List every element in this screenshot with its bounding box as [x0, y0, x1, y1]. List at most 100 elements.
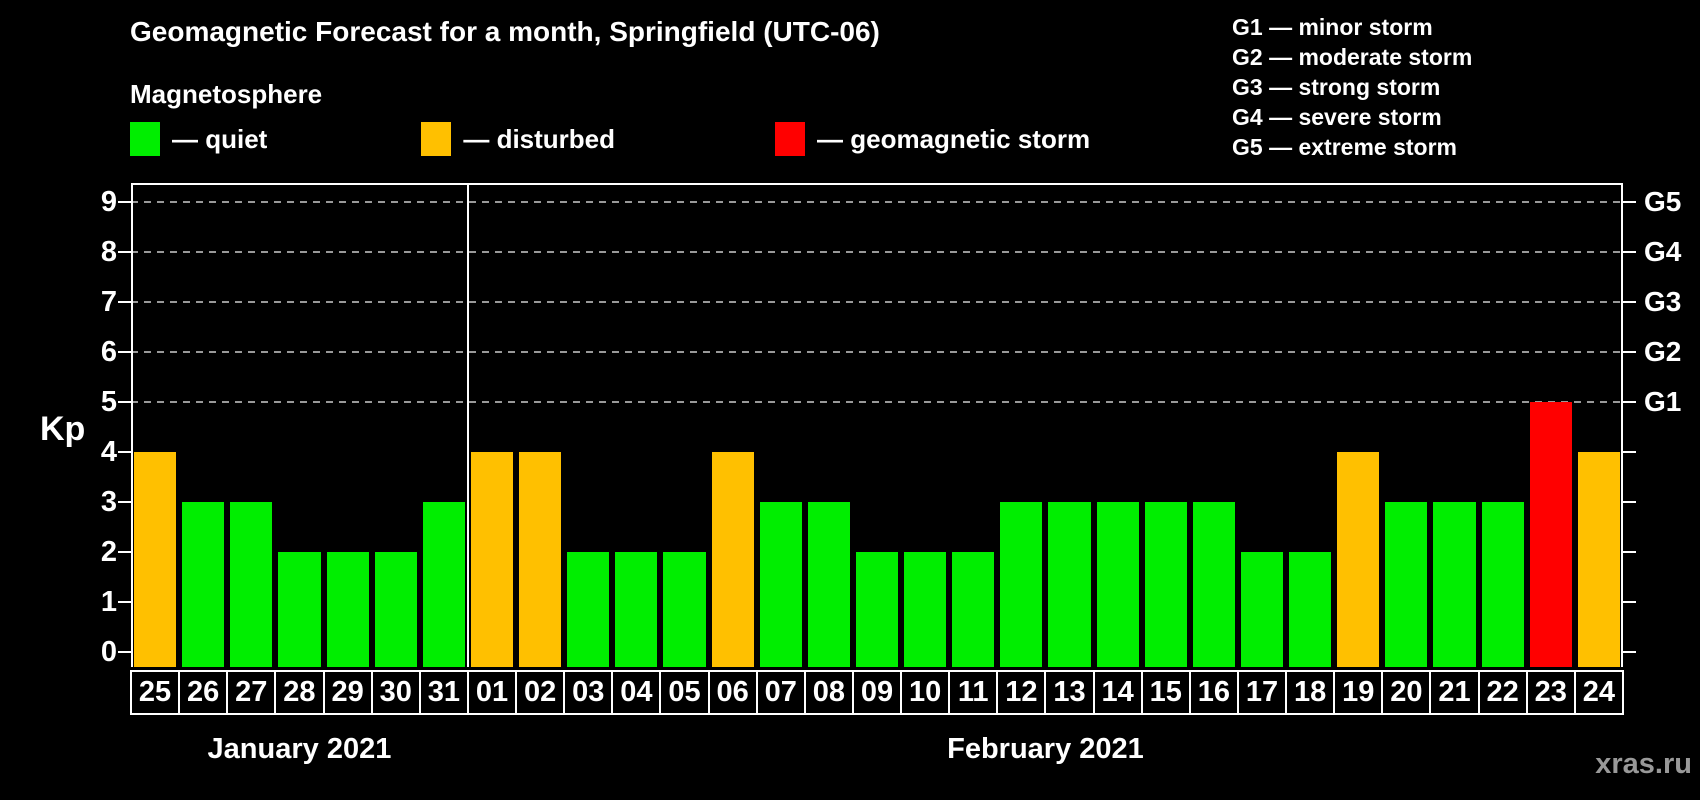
bar-day-27-kp3	[230, 502, 273, 667]
g-label-G3: G3	[1644, 286, 1682, 317]
gridline-kp6	[131, 351, 1623, 353]
y-tick-label-5: 5	[100, 386, 117, 418]
y-tick-5	[118, 401, 131, 403]
bar-day-08-kp3	[807, 502, 850, 667]
day-label-06: 06	[707, 670, 758, 715]
day-label-21: 21	[1429, 670, 1480, 715]
right-tick-8	[1623, 251, 1636, 253]
gridline-kp8	[131, 251, 1623, 253]
plot-border-top	[131, 183, 1623, 185]
bar-day-06-kp4	[711, 452, 754, 667]
y-tick-label-1: 1	[100, 586, 117, 618]
storm-swatch	[775, 122, 806, 156]
day-label-11: 11	[948, 670, 999, 715]
bar-day-05-kp2	[663, 552, 706, 667]
right-tick-1	[1623, 601, 1636, 603]
right-tick-4	[1623, 451, 1636, 453]
day-label-03: 03	[563, 670, 614, 715]
day-label-27: 27	[226, 670, 277, 715]
day-label-28: 28	[274, 670, 325, 715]
bar-day-13-kp3	[1048, 502, 1091, 667]
bar-day-30-kp2	[374, 552, 417, 667]
magnetosphere-label: Magnetosphere	[130, 79, 323, 109]
y-tick-2	[118, 551, 131, 553]
day-label-26: 26	[178, 670, 229, 715]
legend-item-label: — geomagnetic storm	[817, 123, 1091, 154]
bar-day-18-kp2	[1289, 552, 1332, 667]
day-label-29: 29	[322, 670, 373, 715]
day-label-05: 05	[659, 670, 710, 715]
day-label-25: 25	[130, 670, 181, 715]
month-label-february: February 2021	[947, 733, 1144, 765]
y-tick-8	[118, 251, 131, 253]
day-label-16: 16	[1188, 670, 1239, 715]
right-tick-2	[1623, 551, 1636, 553]
y-tick-label-9: 9	[100, 186, 117, 218]
day-label-31: 31	[418, 670, 469, 715]
right-tick-7	[1623, 301, 1636, 303]
day-label-17: 17	[1236, 670, 1288, 715]
y-tick-6	[118, 351, 131, 353]
bar-day-04-kp2	[615, 552, 658, 667]
bar-day-22-kp3	[1481, 502, 1524, 667]
day-label-14: 14	[1092, 670, 1143, 715]
chart-title: Geomagnetic Forecast for a month, Spring…	[130, 16, 880, 47]
day-label-04: 04	[611, 670, 662, 715]
gridline-kp7	[131, 301, 1623, 303]
y-tick-label-2: 2	[100, 536, 117, 568]
bar-day-15-kp3	[1144, 502, 1187, 667]
kp-status-legend: — quiet — disturbed — geomagnetic storm	[130, 121, 1090, 157]
y-tick-3	[118, 501, 131, 503]
y-tick-label-3: 3	[100, 486, 117, 518]
month-label-january: January 2021	[207, 733, 392, 765]
bar-day-07-kp3	[759, 502, 802, 667]
storm-scale-line: G2 — moderate storm	[1232, 44, 1473, 70]
day-label-20: 20	[1381, 670, 1432, 715]
day-label-08: 08	[803, 670, 854, 715]
plot-border-right	[1621, 183, 1623, 667]
gridline-kp5	[131, 401, 1623, 403]
bar-day-19-kp4	[1337, 452, 1380, 667]
day-label-22: 22	[1477, 670, 1528, 715]
y-tick-label-0: 0	[100, 636, 117, 668]
plot-border-left	[131, 183, 133, 667]
g-label-G2: G2	[1644, 336, 1682, 367]
day-label-07: 07	[755, 670, 806, 715]
day-label-24: 24	[1573, 670, 1624, 715]
bar-day-25-kp4	[134, 452, 177, 667]
bar-day-23-kp5	[1529, 402, 1572, 667]
g-label-G4: G4	[1644, 236, 1682, 267]
watermark: xras.ru	[1595, 748, 1692, 780]
day-label-13: 13	[1044, 670, 1095, 715]
day-label-30: 30	[370, 670, 421, 715]
right-tick-5	[1623, 401, 1636, 403]
y-tick-label-7: 7	[100, 286, 117, 318]
day-label-18: 18	[1285, 670, 1336, 715]
g-label-G1: G1	[1644, 386, 1682, 417]
bar-day-09-kp2	[855, 552, 899, 667]
storm-scale-line: G1 — minor storm	[1232, 14, 1433, 40]
storm-scale-line: G5 — extreme storm	[1232, 134, 1457, 160]
right-tick-3	[1623, 501, 1636, 503]
bar-day-03-kp2	[567, 552, 610, 667]
day-label-19: 19	[1333, 670, 1384, 715]
quiet-swatch	[130, 122, 160, 156]
bar-day-01-kp4	[470, 452, 514, 667]
y-tick-label-4: 4	[100, 436, 117, 468]
bar-day-21-kp3	[1433, 502, 1476, 667]
y-tick-label-8: 8	[100, 236, 117, 268]
bar-day-02-kp4	[519, 452, 562, 667]
gridline-kp9	[131, 201, 1623, 203]
right-tick-6	[1623, 351, 1636, 353]
bar-day-17-kp2	[1240, 552, 1284, 667]
storm-scale-line: G4 — severe storm	[1232, 104, 1442, 130]
day-label-01: 01	[466, 670, 518, 715]
y-tick-0	[118, 651, 131, 653]
day-label-12: 12	[996, 670, 1047, 715]
day-label-02: 02	[515, 670, 566, 715]
storm-scale-legend: G1 — minor storm G2 — moderate storm G3 — …	[1232, 12, 1472, 162]
bar-day-24-kp4	[1577, 452, 1620, 667]
legend-item-label: — quiet	[172, 123, 268, 154]
right-tick-9	[1623, 201, 1636, 203]
y-tick-7	[118, 301, 131, 303]
